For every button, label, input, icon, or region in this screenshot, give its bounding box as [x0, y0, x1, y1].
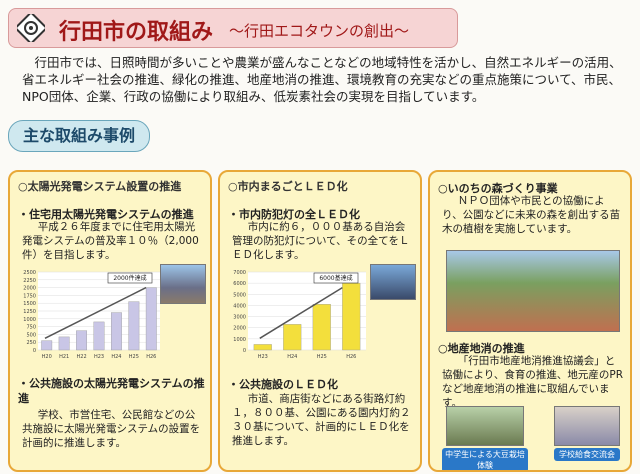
bar	[93, 321, 105, 351]
item-text: ＮＰＯ団体や市民との協働により、公園などに未来の森を創出する苗木の植樹を実施して…	[442, 195, 621, 235]
photo	[554, 406, 620, 446]
panel-heading: ○太陽光発電システム設置の推進	[18, 180, 182, 193]
y-tick-label: 750	[26, 325, 36, 331]
x-tick-label: H26	[346, 354, 356, 360]
photo	[370, 264, 416, 300]
item-text: 「行田市地産地消推進協議会」と協働により、食育の推進、地元産のPRなど地産地消の…	[442, 355, 623, 409]
y-tick-label: 1000	[233, 337, 246, 343]
y-tick-label: 5000	[233, 292, 246, 298]
photo	[446, 250, 620, 332]
x-tick-label: H20	[42, 354, 52, 360]
bar	[253, 344, 272, 351]
annotation: 2000件達成	[113, 274, 146, 282]
y-tick-label: 1500	[23, 301, 36, 307]
item-text: 市道、商店街などにある街路灯約１，８００基、公園にある園内灯約２３０基について、…	[232, 393, 411, 447]
y-tick-label: 6000	[233, 281, 246, 287]
photo	[446, 406, 524, 446]
y-tick-label: 2250	[23, 278, 36, 284]
y-tick-label: 7000	[233, 270, 246, 276]
item-title: ・公共施設のＬＥＤ化	[228, 378, 338, 391]
caption: 学校給食交流会	[554, 448, 620, 461]
y-tick-label: 2000	[23, 286, 36, 292]
bar	[110, 312, 122, 351]
y-tick-label: 2500	[23, 270, 36, 276]
panel-heading: ○市内まるごとＬＥＤ化	[228, 180, 348, 193]
annotation: 6000基達成	[319, 274, 352, 282]
item-title: ・公共施設の太陽光発電システムの推進	[18, 377, 205, 405]
section-title: 主な取組み事例	[8, 120, 150, 152]
logo	[17, 14, 45, 42]
x-tick-label: H24	[287, 354, 297, 360]
panel: ○太陽光発電システム設置の推進 ・住宅用太陽光発電システムの推進 平成２６年度ま…	[8, 170, 212, 472]
item-title: ・市内防犯灯の全ＬＥＤ化	[228, 208, 360, 221]
x-tick-label: H23	[258, 354, 268, 360]
caption: 中学生による大豆栽培体験	[442, 448, 528, 470]
y-tick-label: 3000	[233, 315, 246, 321]
bar	[145, 287, 157, 351]
item-title: ・住宅用太陽光発電システムの推進	[18, 208, 194, 221]
y-tick-label: 500	[26, 332, 36, 338]
y-tick-label: 2000	[233, 326, 246, 332]
y-tick-label: 1250	[23, 309, 36, 315]
y-tick-label: 0	[33, 348, 36, 354]
bar	[128, 301, 140, 351]
chart: 0 1000 2000 3000 4000 5000 6000 7000 H23 H24 H25 H2…	[233, 270, 366, 360]
bar	[41, 340, 53, 351]
item-text: 学校、市営住宅、公民館などの公共施設に太陽光発電システムの設置を計画的に推進しま…	[22, 409, 201, 449]
item-title: ○地産地消の推進	[438, 342, 525, 355]
photo	[160, 264, 206, 304]
item-text: 市内に約６，０００基ある自治会管理の防犯灯について、その全てをＬＥＤ化します。	[232, 221, 410, 261]
x-tick-label: H21	[59, 354, 69, 360]
arrow	[44, 286, 147, 339]
x-tick-label: H22	[77, 354, 87, 360]
y-tick-label: 1750	[23, 293, 36, 299]
x-tick-label: H25	[129, 354, 139, 360]
bar	[283, 324, 302, 351]
annotation-box	[107, 272, 153, 284]
item-title: ○いのちの森づくり事業	[438, 182, 558, 195]
bar	[58, 336, 70, 351]
x-tick-label: H26	[146, 354, 156, 360]
intro: 行田市では、日照時間が多いことや農業が盛んなことなどの地域特性を活かし、自然エネ…	[22, 55, 622, 104]
bar	[76, 330, 88, 351]
header: 行田市の取組み ～行田エコタウンの創出～	[8, 8, 458, 48]
x-tick-label: H25	[317, 354, 327, 360]
x-tick-label: H23	[94, 354, 104, 360]
panel: ○市内まるごとＬＥＤ化 ・市内防犯灯の全ＬＥＤ化 市内に約６，０００基ある自治会…	[218, 170, 422, 472]
y-tick-label: 1000	[23, 317, 36, 323]
panel: ○いのちの森づくり事業 ＮＰＯ団体や市民との協働により、公園などに未来の森を創出…	[428, 170, 632, 472]
annotation-box	[313, 272, 359, 284]
y-tick-label: 250	[26, 340, 36, 346]
subtitle: ～行田エコタウンの創出～	[229, 22, 410, 40]
y-tick-label: 4000	[233, 303, 246, 309]
arrow	[259, 286, 343, 339]
y-tick-label: 0	[243, 348, 246, 354]
bar	[342, 282, 361, 351]
x-tick-label: H24	[111, 354, 121, 360]
item-text: 平成２６年度までに住宅用太陽光発電システムの普及率１０％（2,000件）を目指し…	[22, 221, 199, 261]
bar	[312, 304, 331, 351]
title: 行田市の取組み	[59, 20, 214, 45]
